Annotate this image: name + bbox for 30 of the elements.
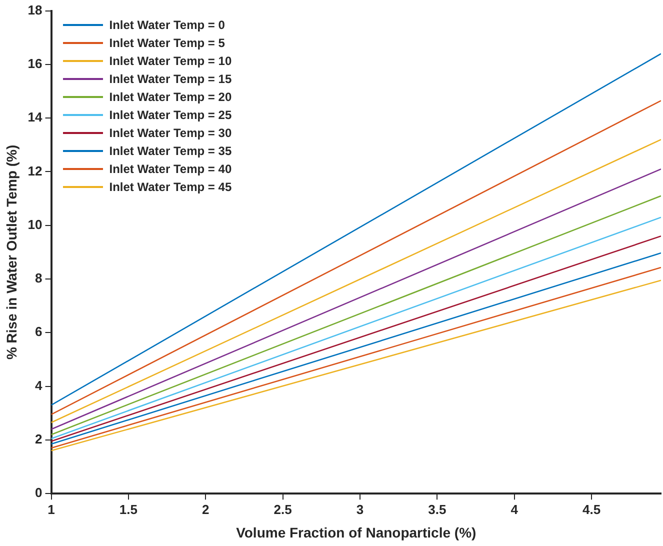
y-tick-label: 12 [28, 163, 42, 178]
y-tick-label: 4 [35, 378, 44, 393]
x-tick-label: 3 [356, 502, 364, 517]
legend-label: Inlet Water Temp = 10 [109, 54, 232, 68]
legend-label: Inlet Water Temp = 30 [109, 126, 232, 140]
legend-label: Inlet Water Temp = 15 [109, 72, 232, 86]
x-tick-label: 2.5 [274, 502, 292, 517]
legend-label: Inlet Water Temp = 20 [109, 90, 232, 104]
legend-label: Inlet Water Temp = 45 [109, 180, 232, 194]
y-tick-label: 8 [35, 270, 42, 286]
y-tick-label: 0 [35, 485, 42, 500]
x-tick-label: 4 [510, 502, 519, 517]
legend-label: Inlet Water Temp = 35 [109, 144, 232, 158]
legend-label: Inlet Water Temp = 25 [109, 108, 232, 122]
y-tick-label: 2 [35, 432, 42, 447]
y-tick-label: 16 [28, 56, 42, 72]
x-tick-label: 3.5 [428, 502, 446, 517]
y-tick-label: 6 [35, 324, 42, 340]
legend-label: Inlet Water Temp = 5 [109, 36, 225, 50]
legend-label: Inlet Water Temp = 40 [109, 162, 232, 176]
y-axis-title: % Rise in Water Outlet Temp (%) [3, 144, 20, 360]
y-tick-label: 14 [28, 110, 44, 125]
y-tick-label: 18 [28, 2, 42, 18]
y-tick-label: 10 [28, 216, 42, 232]
x-tick-label: 4.5 [582, 502, 601, 517]
x-axis-title: Volume Fraction of Nanoparticle (%) [236, 524, 476, 540]
x-tick-label: 2 [202, 502, 210, 517]
x-tick-label: 1 [48, 502, 55, 517]
x-tick-label: 1.5 [119, 502, 138, 517]
legend-label: Inlet Water Temp = 0 [109, 18, 225, 32]
